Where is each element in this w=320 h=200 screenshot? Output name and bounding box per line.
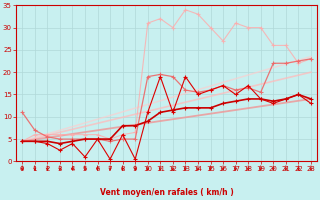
X-axis label: Vent moyen/en rafales ( km/h ): Vent moyen/en rafales ( km/h ): [100, 188, 234, 197]
